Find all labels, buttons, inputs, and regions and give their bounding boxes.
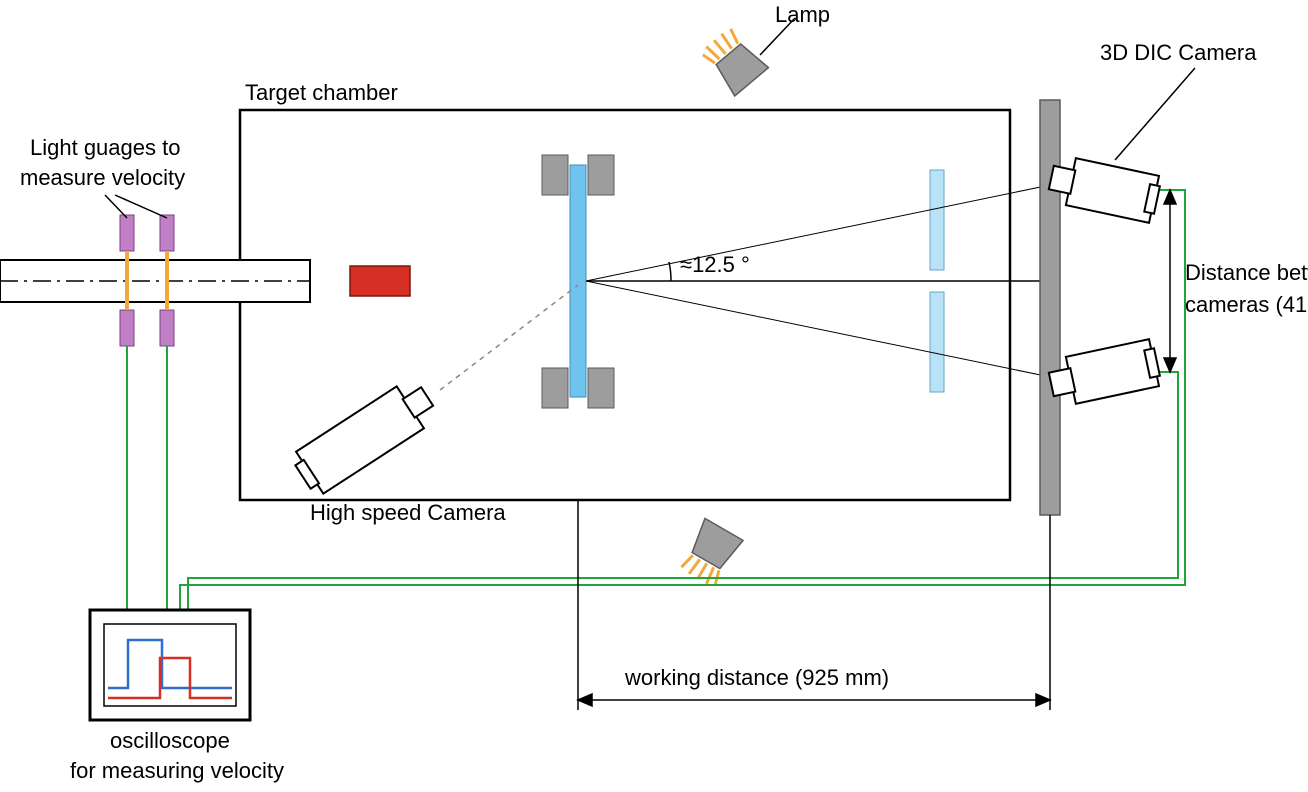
label-working-distance: working distance (925 mm) — [624, 665, 889, 690]
dim-camera-distance — [1164, 190, 1176, 372]
dic-camera-top — [1046, 154, 1162, 223]
label-oscilloscope-2: for measuring velocity — [70, 758, 284, 783]
chamber-window-upper — [930, 170, 944, 270]
high-speed-camera — [289, 375, 440, 498]
dic-camera-bottom — [1046, 339, 1162, 408]
angle-arc — [669, 262, 671, 281]
leader-dic — [1115, 68, 1195, 160]
label-cam-dist-2: cameras (410 mm — [1185, 292, 1308, 317]
label-oscilloscope-1: oscilloscope — [110, 728, 230, 753]
dic-mount-bar — [1040, 100, 1060, 515]
label-hs-camera: High speed Camera — [310, 500, 506, 525]
dic-ray-upper — [586, 184, 1055, 281]
label-angle: ≈12.5 ° — [680, 252, 750, 277]
oscilloscope — [90, 610, 250, 720]
label-light-gauges-1: Light guages to — [30, 135, 180, 160]
lamp-top — [699, 25, 769, 96]
label-dic-camera: 3D DIC Camera — [1100, 40, 1257, 65]
label-lamp: Lamp — [775, 2, 830, 27]
label-target-chamber: Target chamber — [245, 80, 398, 105]
label-light-gauges-2: measure velocity — [20, 165, 185, 190]
dic-ray-lower — [586, 281, 1055, 378]
chamber-window-lower — [930, 292, 944, 392]
experimental-setup-diagram: Lamp Target chamber 3D DIC Camera Light … — [0, 0, 1308, 792]
label-cam-dist-1: Distance between — [1185, 260, 1308, 285]
wire-dic-bot — [188, 372, 1178, 610]
projectile — [350, 266, 410, 296]
